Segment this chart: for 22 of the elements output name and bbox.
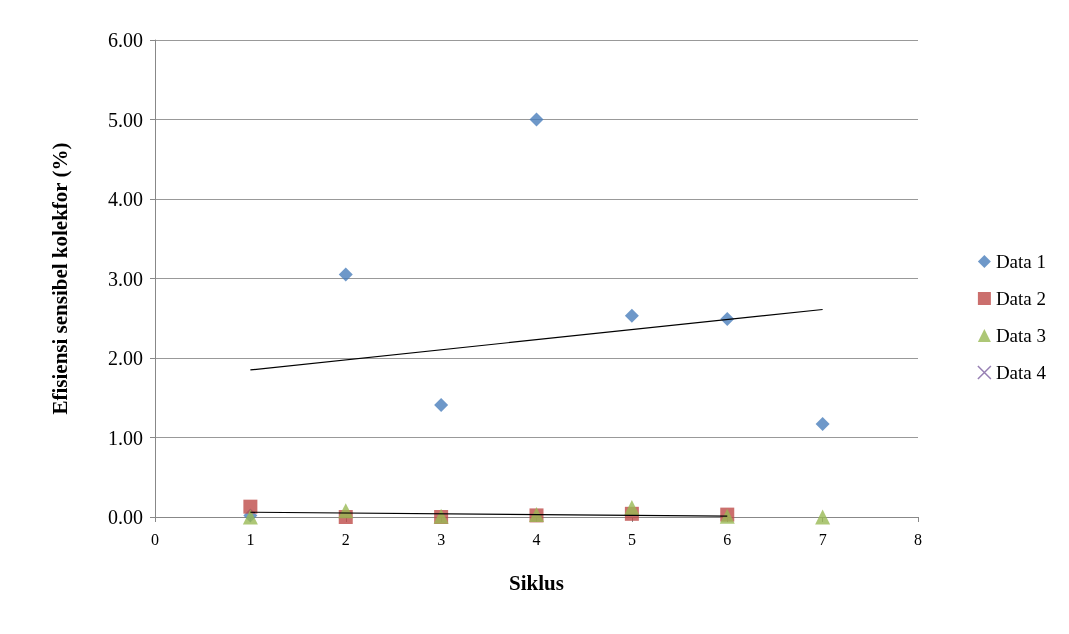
y-tick-label: 1.00 [108,426,143,449]
x-tick-label: 6 [723,530,732,548]
y-tick-label: 3.00 [108,267,143,290]
x-tick-label: 4 [532,530,541,548]
x-tick-label: 1 [246,530,255,548]
legend-label: Data 4 [995,362,1047,383]
y-tick-label: 0.00 [108,506,143,528]
y-tick-label: 5.00 [108,108,143,131]
legend-label: Data 2 [995,288,1047,309]
x-tick-label: 8 [914,530,922,548]
x-axis-title: Siklus [509,570,564,595]
y-axis-title: Efisiensi sensibel kolekfor (%) [47,142,72,415]
y-tick-label: 4.00 [108,188,143,210]
x-tick-label: 7 [818,530,827,548]
x-tick-label: 0 [151,530,159,548]
x-tick-label: 2 [341,530,350,548]
x-tick-label: 3 [437,530,446,548]
x-tick-label: 5 [627,530,636,548]
y-tick-label: 2.00 [108,347,143,369]
legend-label: Data 1 [995,251,1047,272]
y-tick-label: 6.00 [108,29,143,51]
legend-label: Data 3 [995,325,1047,346]
